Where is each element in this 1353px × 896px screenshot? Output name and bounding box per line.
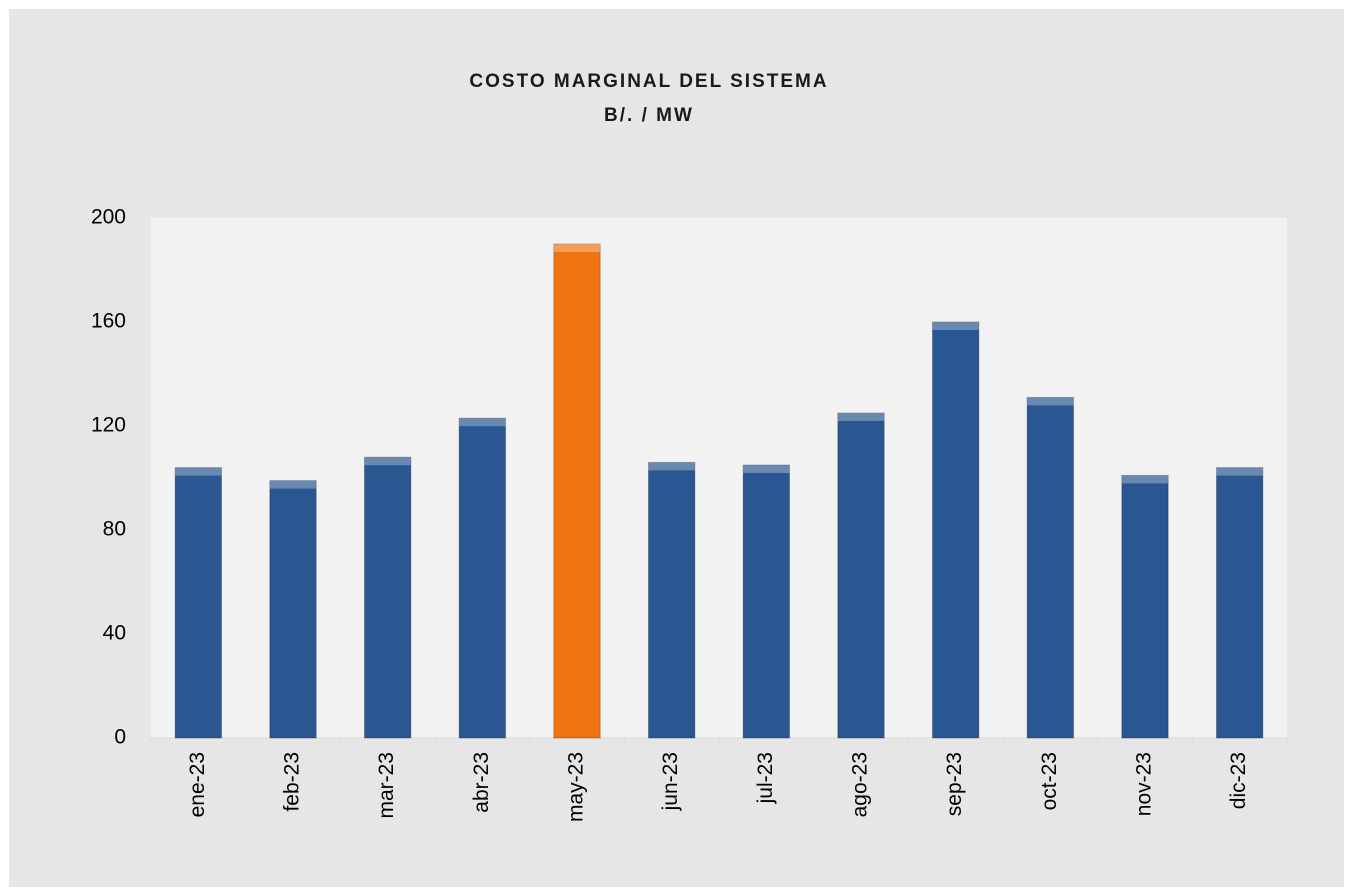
bar [647, 461, 696, 739]
bar-highlight [553, 244, 601, 252]
bar [363, 456, 412, 739]
y-tick-label: 120 [91, 414, 126, 437]
x-tick-label: ene-23 [186, 752, 209, 817]
bar [553, 243, 601, 739]
bar [1215, 467, 1264, 739]
bar-highlight [837, 413, 885, 421]
bar-highlight [932, 322, 979, 330]
bar-highlight [1027, 397, 1074, 406]
x-tick-label: ago-23 [849, 752, 872, 817]
bar-highlight [743, 465, 790, 473]
y-tick-label: 160 [91, 310, 126, 333]
bar [1026, 396, 1075, 739]
x-tick-label: sep-23 [943, 752, 966, 816]
bar [458, 417, 507, 739]
y-tick-label: 80 [103, 518, 126, 541]
bar-highlight [175, 467, 222, 476]
chart-title: COSTO MARGINAL DEL SISTEMA [469, 71, 828, 92]
bar [742, 464, 791, 739]
bar-highlight [1216, 467, 1263, 476]
chart-subtitle: B/. / MW [604, 105, 694, 126]
bar [174, 467, 223, 739]
bar-highlight [459, 418, 506, 427]
bar [269, 480, 317, 739]
bar [931, 321, 980, 739]
x-tick-label: nov-23 [1133, 752, 1156, 816]
bar [837, 412, 885, 739]
x-tick-label: feb-23 [281, 752, 304, 812]
y-tick-label: 200 [91, 206, 126, 229]
x-tick-label: dic-23 [1227, 752, 1250, 809]
x-tick-label: jul-23 [754, 752, 777, 804]
bar-highlight [1121, 475, 1169, 484]
y-tick-label: 40 [103, 622, 126, 645]
x-tick-label: abr-23 [470, 752, 493, 813]
x-tick-label: mar-23 [375, 752, 398, 819]
plot-area [151, 218, 1287, 738]
bar-highlight [648, 462, 695, 471]
bar-highlight [364, 457, 411, 466]
bar [1121, 474, 1169, 739]
bar-highlight [269, 480, 317, 489]
x-tick-label: oct-23 [1038, 752, 1061, 810]
x-tick-label: may-23 [565, 752, 588, 822]
y-tick-label: 0 [114, 726, 126, 749]
x-tick-label: jun-23 [659, 752, 682, 811]
